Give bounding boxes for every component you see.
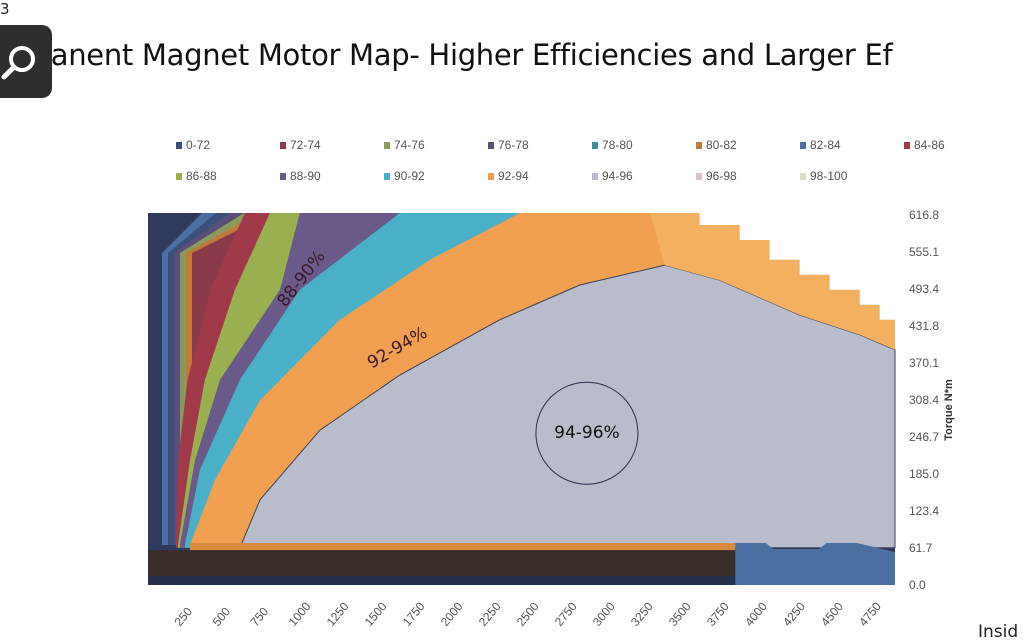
legend-label: 90-92 <box>394 169 425 183</box>
annotation-label: 94-96% <box>554 423 620 443</box>
slide-number: 3 <box>0 0 10 18</box>
legend-label: 94-96 <box>602 169 633 183</box>
x-tick-label: 1250 <box>324 599 352 629</box>
y-tick-label: 431.8 <box>909 319 939 333</box>
x-tick-label: 2750 <box>552 599 580 629</box>
band-strip-0-72 <box>148 576 895 585</box>
legend-label: 88-90 <box>290 169 321 183</box>
legend-item: 80-82 <box>696 138 737 152</box>
band-region-92-94-upper <box>649 213 895 350</box>
legend-item: 72-74 <box>280 138 321 152</box>
legend-label: 82-84 <box>810 138 841 152</box>
legend-swatch <box>800 172 806 180</box>
y-tick-label: 0.0 <box>909 578 926 592</box>
x-tick-label: 3750 <box>704 599 732 629</box>
annotation-circle <box>535 381 639 485</box>
x-tick-label: 1500 <box>362 599 390 629</box>
legend-label: 92-94 <box>498 169 529 183</box>
legend-item: 84-86 <box>904 138 945 152</box>
legend-item: 98-100 <box>800 169 847 183</box>
legend-swatch <box>696 172 702 180</box>
legend-label: 78-80 <box>602 138 633 152</box>
legend-swatch <box>696 141 702 149</box>
legend-item: 94-96 <box>592 169 633 183</box>
legend-swatch <box>384 141 390 149</box>
x-tick-label: 1000 <box>286 599 314 629</box>
magnifier-icon <box>1 45 35 79</box>
y-tick-label: 61.7 <box>909 541 933 555</box>
x-tick-label: 2250 <box>476 599 504 629</box>
legend-label: 98-100 <box>810 169 848 183</box>
x-tick-label: 4250 <box>780 599 808 629</box>
legend-item: 74-76 <box>384 138 425 152</box>
x-tick-label: 3250 <box>628 599 656 629</box>
legend-swatch <box>176 141 182 149</box>
legend-label: 96-98 <box>706 169 737 183</box>
legend-label: 84-86 <box>914 138 945 152</box>
legend-label: 0-72 <box>186 138 211 152</box>
x-tick-label: 250 <box>172 604 196 629</box>
slide-title: Permanent Magnet Motor Map- Higher Effic… <box>0 38 893 72</box>
x-tick-label: 1750 <box>400 599 428 629</box>
y-tick-label: 555.1 <box>909 245 939 259</box>
legend-swatch <box>488 172 494 180</box>
legend-swatch <box>384 172 390 180</box>
y-tick-label: 493.4 <box>909 282 939 296</box>
y-tick-label: 185.0 <box>909 467 939 481</box>
x-tick-label: 2000 <box>438 599 466 629</box>
footer-text: Insid <box>978 622 1019 642</box>
y-tick-label: 123.4 <box>909 504 939 518</box>
legend-item: 96-98 <box>696 169 737 183</box>
legend-swatch <box>488 141 494 149</box>
legend-swatch <box>280 141 286 149</box>
band-strip-80-82 <box>189 543 736 551</box>
legend-label: 72-74 <box>290 138 321 152</box>
legend-label: 86-88 <box>186 169 217 183</box>
legend-item: 88-90 <box>280 169 321 183</box>
legend-item: 78-80 <box>592 138 633 152</box>
x-tick-label: 4000 <box>742 599 770 629</box>
x-tick-label: 3500 <box>666 599 694 629</box>
x-tick-label: 4500 <box>818 599 846 629</box>
y-tick-label: 308.4 <box>909 393 939 407</box>
legend-label: 74-76 <box>394 138 425 152</box>
legend-swatch <box>592 172 598 180</box>
legend-label: 76-78 <box>498 138 529 152</box>
y-tick-label: 370.1 <box>909 356 939 370</box>
band-region-82-84 <box>735 543 895 585</box>
x-tick-label: 750 <box>248 604 272 629</box>
legend-item: 82-84 <box>800 138 841 152</box>
legend-item: 90-92 <box>384 169 425 183</box>
x-tick-label: 2500 <box>514 599 542 629</box>
legend-swatch <box>904 141 910 149</box>
x-tick-label: 4750 <box>856 599 884 629</box>
legend-label: 80-82 <box>706 138 737 152</box>
legend-item: 92-94 <box>488 169 529 183</box>
x-tick-label: 3000 <box>590 599 618 629</box>
legend-swatch <box>176 172 182 180</box>
y-axis-label: Torque N*m <box>942 379 955 441</box>
legend-swatch <box>800 141 806 149</box>
legend-item: 0-72 <box>176 138 210 152</box>
blank-region <box>699 213 896 320</box>
legend-swatch <box>280 172 286 180</box>
x-tick-label: 500 <box>210 604 234 629</box>
legend-swatch <box>592 141 598 149</box>
y-tick-label: 616.8 <box>909 208 939 222</box>
zoom-button[interactable] <box>0 25 52 98</box>
legend-item: 86-88 <box>176 169 217 183</box>
y-tick-label: 246.7 <box>909 430 939 444</box>
legend-item: 76-78 <box>488 138 529 152</box>
